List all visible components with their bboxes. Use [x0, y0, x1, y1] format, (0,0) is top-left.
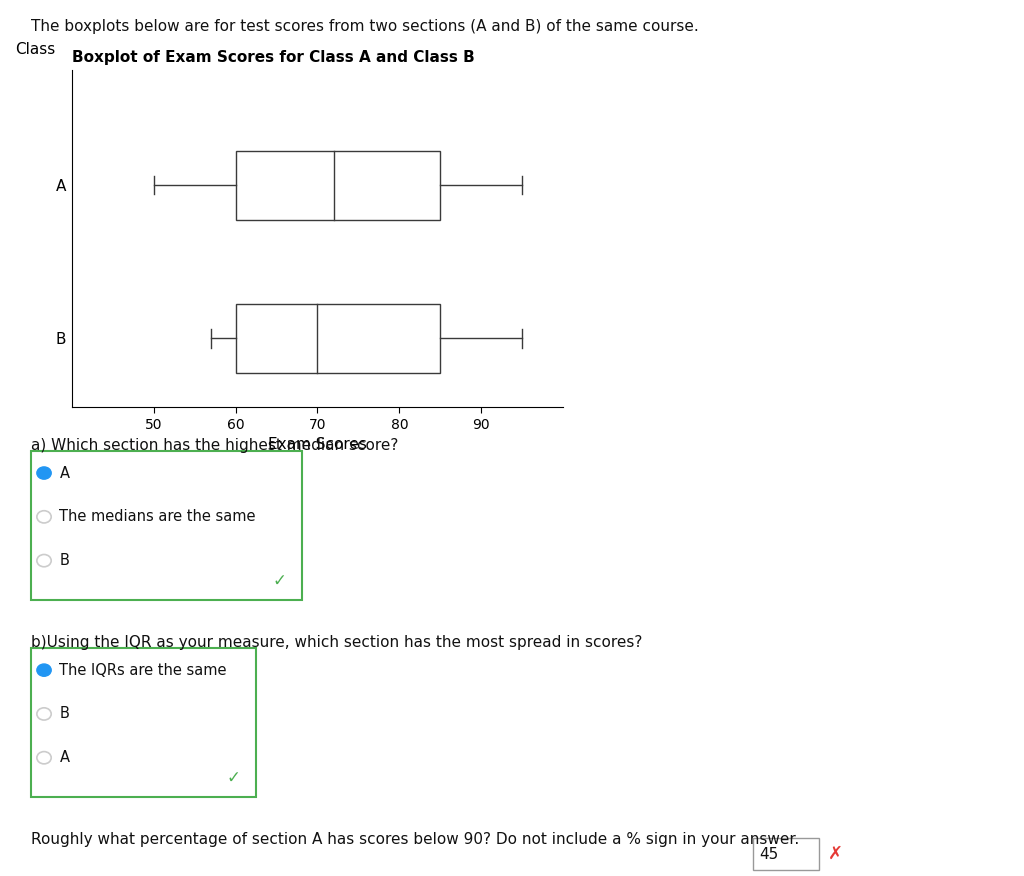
Text: B: B	[59, 706, 70, 722]
Text: A: A	[59, 465, 70, 481]
Text: 45: 45	[759, 846, 778, 862]
X-axis label: Exam Scores: Exam Scores	[268, 437, 367, 452]
Text: ✓: ✓	[272, 571, 287, 590]
Bar	[236, 304, 440, 373]
Text: The medians are the same: The medians are the same	[59, 509, 256, 525]
Text: ✓: ✓	[226, 768, 241, 787]
Text: The IQRs are the same: The IQRs are the same	[59, 662, 227, 678]
Text: Boxplot of Exam Scores for Class A and Class B: Boxplot of Exam Scores for Class A and C…	[72, 50, 474, 65]
Text: Roughly what percentage of section A has scores below 90? Do not include a % sig: Roughly what percentage of section A has…	[31, 832, 799, 847]
Text: B: B	[59, 553, 70, 569]
Bar	[236, 151, 440, 220]
Text: b)Using the IQR as your measure, which section has the most spread in scores?: b)Using the IQR as your measure, which s…	[31, 635, 642, 650]
Text: ✗: ✗	[827, 845, 843, 863]
Text: Class: Class	[15, 41, 55, 57]
Text: A: A	[59, 750, 70, 766]
Text: The boxplots below are for test scores from two sections (A and B) of the same c: The boxplots below are for test scores f…	[31, 19, 698, 34]
Text: a) Which section has the highest median score?: a) Which section has the highest median …	[31, 438, 398, 453]
